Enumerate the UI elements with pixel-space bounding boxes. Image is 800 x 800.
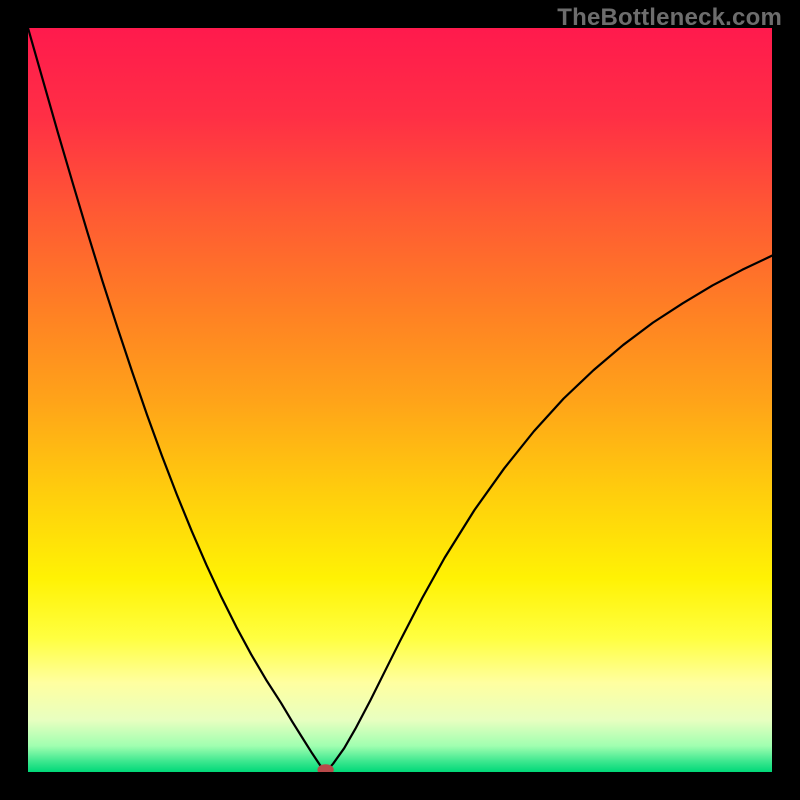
chart-svg (28, 28, 772, 772)
gradient-background (28, 28, 772, 772)
watermark: TheBottleneck.com (557, 4, 782, 32)
plot-area (28, 28, 772, 772)
